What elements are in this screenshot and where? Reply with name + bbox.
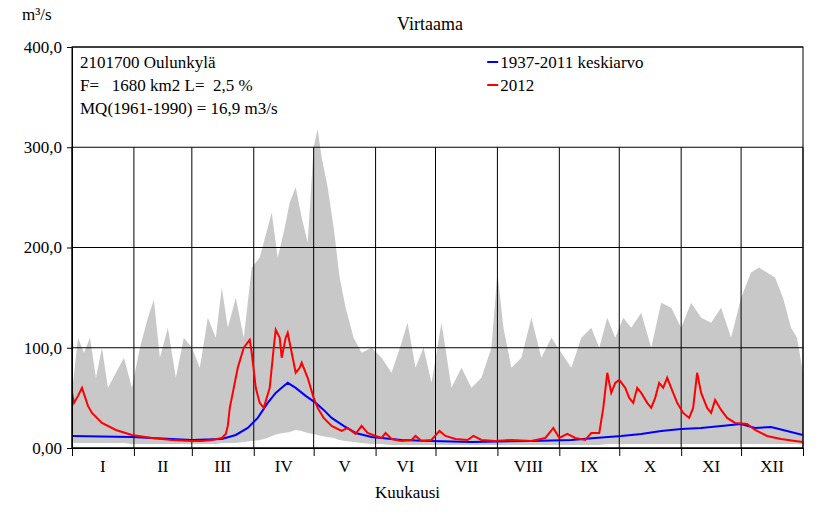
y-tick-mark xyxy=(67,348,72,349)
x-tick-mark xyxy=(497,448,498,456)
x-tick-mark xyxy=(803,448,804,456)
series-line xyxy=(72,330,803,442)
chart: 0,00100,0200,0300,0400,0IIIIIIIVVVIVIIVI… xyxy=(0,0,840,520)
x-tick xyxy=(134,448,135,456)
y-tick-mark xyxy=(67,248,72,249)
y-axis: 0,00 100,0 200,0 300,0 400,0 xyxy=(24,38,73,458)
x-tick xyxy=(254,448,255,456)
y-tick: 300,0 xyxy=(24,138,72,157)
x-tick xyxy=(72,448,73,456)
x-tick xyxy=(436,448,437,456)
grid-line-y xyxy=(72,147,803,148)
x-tick-mark xyxy=(559,448,560,456)
legend-swatch xyxy=(487,61,498,63)
x-tick xyxy=(803,448,804,456)
series-lines xyxy=(72,330,803,442)
grid-line-y xyxy=(72,347,803,348)
month-label: IV xyxy=(275,457,294,476)
grid-line-x xyxy=(559,147,560,448)
x-tick-mark xyxy=(741,448,742,456)
title: Virtaama xyxy=(397,14,463,34)
y-tick-mark xyxy=(67,47,72,48)
y-tick: 100,0 xyxy=(24,339,72,358)
x-tick xyxy=(314,448,315,456)
x-axis-title: Kuukausi xyxy=(375,483,440,502)
x-tick xyxy=(559,448,560,456)
month-label: XI xyxy=(702,457,720,476)
x-axis xyxy=(73,448,804,456)
legend-label: 2012 xyxy=(500,76,534,95)
x-tick-mark xyxy=(681,448,682,456)
plot-area xyxy=(72,129,803,445)
grid-line-x xyxy=(435,147,436,448)
grid-line-x xyxy=(497,147,498,448)
x-tick-mark xyxy=(254,448,255,456)
x-tick-mark xyxy=(72,448,73,456)
range-band xyxy=(72,129,803,445)
annotation: F= 1680 km2 L= 2,5 % xyxy=(80,76,253,95)
y-axis-line xyxy=(72,48,73,449)
month-label: III xyxy=(214,457,231,476)
x-tick-mark xyxy=(134,448,135,456)
plot-frame xyxy=(72,47,803,448)
y-tick-label: 200,0 xyxy=(24,238,62,257)
grid-line-y xyxy=(72,247,803,248)
grid-line-x xyxy=(253,147,254,448)
grid-line-x xyxy=(375,147,376,448)
x-tick xyxy=(376,448,377,456)
y-tick-label: 400,0 xyxy=(24,38,62,57)
grid-line-x xyxy=(681,147,682,448)
x-tick xyxy=(681,448,682,456)
month-label: VII xyxy=(455,457,479,476)
grid-line-x xyxy=(619,147,620,448)
y-tick-mark xyxy=(67,147,72,148)
annotation: 2101700 Oulunkylä xyxy=(80,53,216,72)
x-tick xyxy=(619,448,620,456)
x-tick xyxy=(192,448,193,456)
grid xyxy=(72,47,803,448)
x-tick-mark xyxy=(376,448,377,456)
x-axis-line xyxy=(73,448,804,449)
month-label: IX xyxy=(580,457,598,476)
y-tick: 0,00 xyxy=(32,439,72,458)
y-tick-mark xyxy=(67,448,72,449)
grid-line-x xyxy=(133,147,134,448)
y-tick-label: 0,00 xyxy=(32,439,62,458)
x-tick xyxy=(497,448,498,456)
y-tick: 200,0 xyxy=(24,238,72,257)
legend-swatch xyxy=(487,84,498,86)
annotation: MQ(1961-1990) = 16,9 m3/s xyxy=(80,99,278,118)
x-tick-mark xyxy=(436,448,437,456)
month-label: VIII xyxy=(514,457,544,476)
x-tick xyxy=(741,448,742,456)
month-label: V xyxy=(338,457,351,476)
y-tick-label: 100,0 xyxy=(24,339,62,358)
grid-line-x xyxy=(191,147,192,448)
month-label: VI xyxy=(397,457,415,476)
x-tick-mark xyxy=(619,448,620,456)
y-axis-title: m³/s xyxy=(22,5,52,24)
y-tick: 400,0 xyxy=(24,38,72,57)
x-tick-mark xyxy=(192,448,193,456)
legend-label: 1937-2011 keskiarvo xyxy=(500,53,643,72)
x-tick-mark xyxy=(314,448,315,456)
y-tick-label: 300,0 xyxy=(24,138,62,157)
month-label: XII xyxy=(760,457,784,476)
month-label: X xyxy=(644,457,656,476)
month-labels: IIIIIIIVVVIVIIVIIIIXXXIXII xyxy=(100,457,784,476)
legend: 1937-2011 keskiarvo 2012 xyxy=(487,53,643,95)
month-label: I xyxy=(100,457,106,476)
month-label: II xyxy=(157,457,169,476)
grid-line-x xyxy=(741,147,742,448)
